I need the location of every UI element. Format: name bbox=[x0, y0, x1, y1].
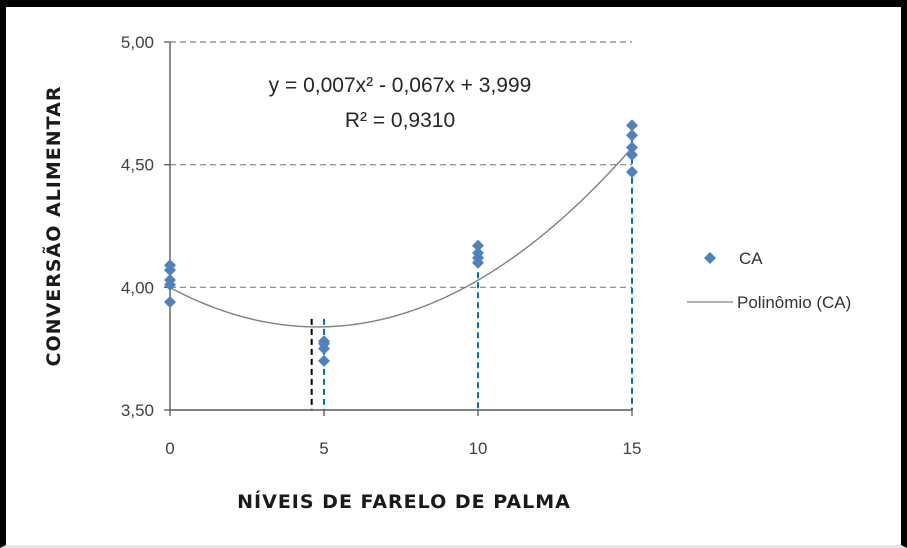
data-point bbox=[626, 129, 638, 142]
x-tick-label: 0 bbox=[165, 439, 174, 458]
axes bbox=[164, 41, 633, 416]
y-tick-label: 3,50 bbox=[121, 401, 154, 420]
data-point bbox=[164, 296, 176, 309]
y-axis-title: CONVERSÃO ALIMENTAR bbox=[41, 86, 65, 367]
y-tick-label: 4,00 bbox=[121, 278, 154, 297]
y-tick-label: 5,00 bbox=[121, 33, 154, 52]
data-point bbox=[472, 256, 484, 269]
legend: CA Polinômio (CA) bbox=[687, 249, 851, 312]
data-point bbox=[318, 342, 330, 355]
data-point bbox=[626, 119, 638, 132]
y-tick-label: 4,50 bbox=[121, 156, 154, 175]
data-point bbox=[318, 354, 330, 367]
polynomial-trendline bbox=[169, 147, 633, 328]
data-point bbox=[626, 166, 638, 179]
data-point bbox=[164, 278, 176, 291]
data-point bbox=[626, 148, 638, 161]
legend-label-fit: Polinômio (CA) bbox=[737, 293, 851, 312]
r-squared-label: R² = 0,9310 bbox=[345, 109, 455, 132]
data-point bbox=[472, 239, 484, 252]
x-tick-label: 5 bbox=[319, 439, 328, 458]
gridlines bbox=[170, 41, 632, 288]
legend-marker-ca bbox=[704, 252, 716, 264]
y-tick-labels: 3,50 4,00 4,50 5,00 bbox=[121, 33, 154, 420]
x-tick-label: 10 bbox=[469, 439, 488, 458]
x-tick-label: 15 bbox=[623, 439, 642, 458]
x-tick-labels: 0 5 10 15 bbox=[165, 439, 641, 458]
equation-label: y = 0,007x² - 0,067x + 3,999 bbox=[269, 74, 532, 97]
legend-label-ca: CA bbox=[739, 249, 763, 268]
x-axis-title: NÍVEIS DE FARELO DE PALMA bbox=[237, 490, 571, 513]
trendline-path bbox=[169, 147, 633, 328]
data-point bbox=[626, 141, 638, 154]
data-points bbox=[164, 119, 638, 367]
data-point bbox=[164, 264, 176, 277]
drop-lines bbox=[310, 137, 633, 410]
